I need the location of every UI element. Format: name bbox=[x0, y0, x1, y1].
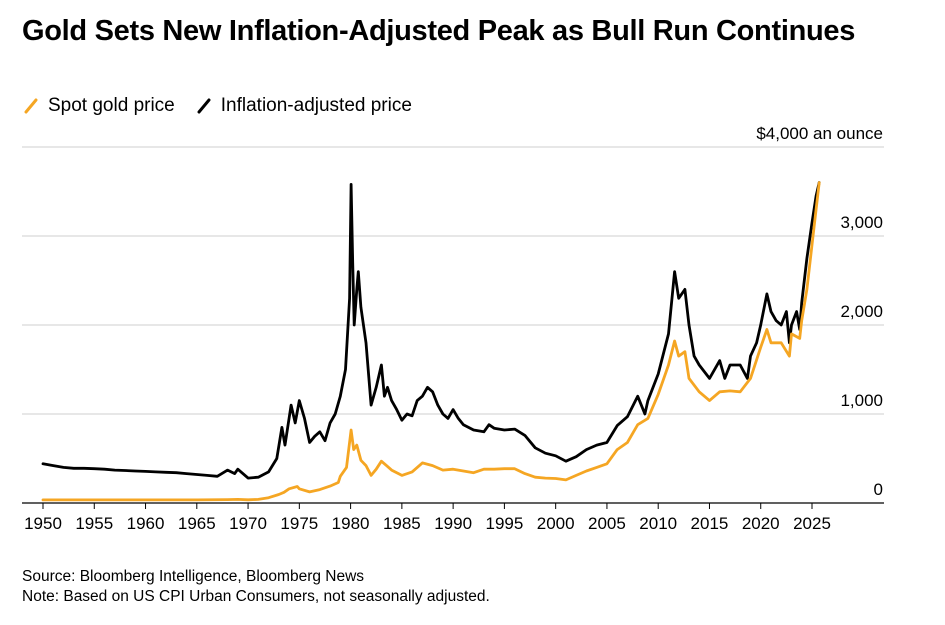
x-tick-label: 1960 bbox=[127, 514, 165, 533]
x-tick-label: 2020 bbox=[742, 514, 780, 533]
legend-label-adjusted: Inflation-adjusted price bbox=[220, 95, 412, 116]
footer: Source: Bloomberg Intelligence, Bloomber… bbox=[22, 567, 490, 607]
slash-black-icon bbox=[197, 98, 211, 114]
x-tick-label: 1985 bbox=[383, 514, 421, 533]
y-tick-label: 3,000 bbox=[840, 213, 883, 232]
x-tick-label: 2000 bbox=[537, 514, 575, 533]
series-line-inflation-adjusted-price bbox=[41, 181, 821, 480]
x-tick-label: 1965 bbox=[178, 514, 216, 533]
x-tick-label: 1995 bbox=[485, 514, 523, 533]
y-tick-label: 2,000 bbox=[840, 302, 883, 321]
x-tick-label: 1975 bbox=[280, 514, 318, 533]
legend-item-spot: Spot gold price bbox=[22, 94, 175, 118]
chart-title: Gold Sets New Inflation-Adjusted Peak as… bbox=[22, 15, 856, 47]
legend-item-adjusted: Inflation-adjusted price bbox=[195, 94, 412, 118]
source-note: Source: Bloomberg Intelligence, Bloomber… bbox=[22, 568, 365, 585]
x-tick-label: 1970 bbox=[229, 514, 267, 533]
x-tick-label: 1955 bbox=[75, 514, 113, 533]
slash-orange-icon bbox=[24, 98, 38, 114]
x-tick-label: 2010 bbox=[639, 514, 677, 533]
y-tick-label: 1,000 bbox=[840, 391, 883, 410]
y-tick-label: 0 bbox=[874, 480, 883, 499]
line-chart: 0 1,000 2,000 3,000 $4,000 an ounce 1950 1955 1… bbox=[22, 124, 884, 533]
x-tick-label: 2005 bbox=[588, 514, 626, 533]
x-tick-label: 1990 bbox=[434, 514, 472, 533]
legend: Spot gold price Inflation-adjusted price bbox=[22, 94, 432, 118]
y-tick-label: $4,000 an ounce bbox=[756, 124, 883, 143]
series-line-spot-gold-price bbox=[41, 181, 821, 502]
x-tick-label: 2025 bbox=[793, 514, 831, 533]
x-tick-label: 1980 bbox=[332, 514, 370, 533]
x-tick-label: 1950 bbox=[24, 514, 62, 533]
x-tick-label: 2015 bbox=[691, 514, 729, 533]
legend-label-spot: Spot gold price bbox=[48, 95, 175, 116]
methodology-note: Note: Based on US CPI Urban Consumers, n… bbox=[22, 588, 490, 605]
